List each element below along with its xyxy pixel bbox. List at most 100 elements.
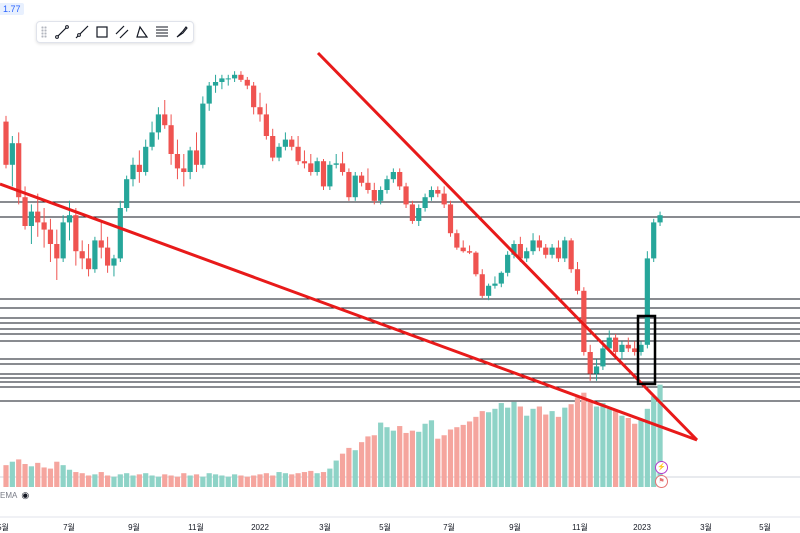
volume-bar <box>479 411 485 487</box>
x-tick-label: 2023 <box>633 523 651 532</box>
volume-bar <box>270 475 276 487</box>
volume-bar <box>365 436 371 487</box>
triangle-icon[interactable] <box>133 23 151 41</box>
volume-bar <box>225 476 231 487</box>
volume-bar <box>625 418 631 487</box>
fib-retracement-icon[interactable] <box>153 23 171 41</box>
candle-body <box>454 233 460 248</box>
candle-body <box>333 163 339 165</box>
volume-bar <box>378 422 384 487</box>
volume-bar <box>79 473 85 487</box>
x-tick-label: 5월 <box>759 522 771 532</box>
candle-body <box>130 164 136 180</box>
drag-handle[interactable] <box>41 26 47 38</box>
candle-body <box>562 240 568 259</box>
x-tick-label: 5월 <box>379 522 391 532</box>
x-tick-label: 2022 <box>251 523 269 532</box>
candle-body <box>117 208 123 259</box>
candle-body <box>244 79 250 86</box>
volume-bar <box>60 465 66 487</box>
volume-bar <box>212 474 219 487</box>
brush-icon[interactable] <box>173 23 191 41</box>
candle-body <box>600 348 606 367</box>
x-tick-label: 7월 <box>63 522 75 532</box>
candle-body <box>73 215 79 252</box>
candle-body <box>606 337 612 349</box>
candle-body <box>524 251 530 259</box>
candle-body <box>346 172 352 198</box>
candle-body <box>289 139 295 147</box>
volume-bar <box>555 416 562 487</box>
candle-body <box>574 269 581 291</box>
volume-bar <box>574 397 581 487</box>
candle-body <box>638 344 644 352</box>
lightning-icon[interactable]: ⚡ <box>655 461 668 474</box>
x-tick-label: 9월 <box>128 522 140 532</box>
x-axis: 5월 7월 9월 11월 2022 3월 5월 7월 9월 11월 2023 3월 5월 <box>0 516 800 532</box>
candle-body <box>35 211 41 223</box>
candle-body <box>257 107 263 115</box>
flag-icon[interactable]: ⚑ <box>655 475 668 488</box>
indicator-name: EMA <box>0 491 18 500</box>
volume-bar <box>486 412 492 487</box>
volume-bar <box>397 426 403 487</box>
volume-bar <box>282 473 288 487</box>
volume-bar <box>66 469 73 487</box>
ray-icon[interactable] <box>73 23 91 41</box>
candle-body <box>47 229 54 244</box>
eye-icon[interactable]: ◉ <box>21 490 30 500</box>
volume-bar <box>251 475 257 487</box>
volume-bar <box>3 465 9 487</box>
volume-bar <box>498 403 504 487</box>
volume-bar <box>206 473 212 487</box>
candle-body <box>60 222 66 259</box>
volume-bar <box>16 459 22 487</box>
volume-bar <box>41 467 47 487</box>
candle-body <box>238 74 244 80</box>
candle-body <box>555 247 562 259</box>
volume-bar <box>238 475 244 487</box>
candle-body <box>301 161 308 164</box>
candle-body <box>193 150 200 165</box>
volume-bar <box>460 424 466 487</box>
volume-bar <box>435 438 441 487</box>
candle-body <box>473 252 479 275</box>
volume-bar <box>174 476 181 487</box>
candle-body <box>276 146 282 158</box>
candle-body <box>378 190 384 201</box>
candle-body <box>92 240 98 270</box>
volume-bar <box>638 419 644 487</box>
candle-body <box>409 204 415 221</box>
volume-bar <box>524 415 530 487</box>
volume-bar <box>35 462 41 487</box>
volume-bar <box>143 473 149 487</box>
volume-bar <box>111 476 117 487</box>
candle-body <box>111 258 117 266</box>
volume-bar <box>384 427 390 487</box>
candle-body <box>181 168 187 172</box>
rectangle-icon[interactable] <box>93 23 111 41</box>
candle-body <box>486 285 492 296</box>
candle-body <box>320 161 327 187</box>
candle-body <box>212 82 219 86</box>
candle-body <box>416 208 422 221</box>
drawing-toolbar <box>36 21 194 43</box>
candle-body <box>85 258 92 270</box>
candle-body <box>327 164 333 187</box>
parallel-channel-icon[interactable] <box>113 23 131 41</box>
drawings <box>0 51 699 442</box>
volume-bar <box>593 406 600 487</box>
candle-body <box>105 247 111 266</box>
volume-bar <box>505 407 511 487</box>
indicator-label[interactable]: EMA ◉ <box>0 490 29 501</box>
volume-bar <box>117 474 123 487</box>
candle-body <box>384 179 390 190</box>
volume-bar <box>657 384 663 487</box>
volume-bar <box>73 472 79 487</box>
candle-body <box>28 211 34 226</box>
volume-bar <box>632 423 638 487</box>
volume-bar <box>562 407 568 487</box>
volume-bar <box>530 408 536 487</box>
trend-line-icon[interactable] <box>53 23 71 41</box>
